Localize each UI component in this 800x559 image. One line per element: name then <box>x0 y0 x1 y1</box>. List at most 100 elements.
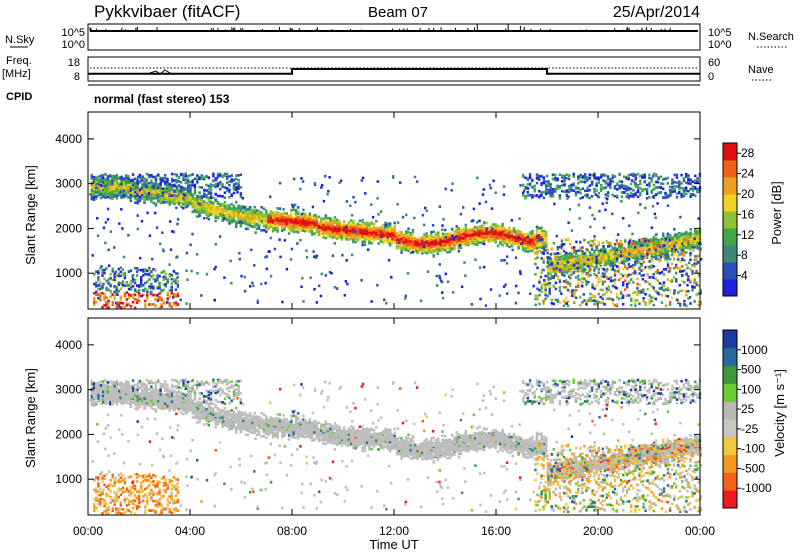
power-cell <box>157 187 159 190</box>
power-cell <box>481 232 483 235</box>
power-cell <box>320 233 322 236</box>
power-cell <box>329 234 331 237</box>
power-cell <box>524 247 526 250</box>
power-cell <box>536 194 538 197</box>
power-cell <box>205 210 207 213</box>
power-cell <box>398 236 400 239</box>
power-cell <box>527 243 529 246</box>
power-cell <box>407 243 409 246</box>
power-cell <box>508 242 510 245</box>
power-cell <box>231 220 233 223</box>
power-cell <box>501 231 503 234</box>
power-cell <box>531 250 533 253</box>
power-cell <box>235 208 237 211</box>
power-cell <box>311 217 313 220</box>
power-cell <box>237 217 239 220</box>
power-cell <box>97 188 99 191</box>
power-cell <box>146 179 148 182</box>
power-cell <box>95 191 97 194</box>
power-cell <box>189 181 191 184</box>
power-cell <box>164 174 166 177</box>
power-cell <box>237 182 239 185</box>
power-cell <box>123 178 125 181</box>
power-cell <box>104 188 106 191</box>
power-cell <box>550 277 552 280</box>
power-cell <box>540 232 542 235</box>
power-cell <box>267 227 269 230</box>
power-cell <box>279 217 281 220</box>
power-cell <box>210 183 212 186</box>
power-cell <box>536 228 538 231</box>
power-cell <box>265 225 267 228</box>
power-cell <box>95 176 97 179</box>
power-cell <box>219 213 221 216</box>
power-cell <box>389 227 391 230</box>
power-cell <box>265 222 267 225</box>
power-cell <box>164 187 166 190</box>
power-cell <box>350 219 352 222</box>
power-cell <box>531 186 533 189</box>
power-cell <box>483 226 485 229</box>
power-cell <box>254 212 256 215</box>
power-cell <box>361 226 363 229</box>
power-cell <box>442 233 444 236</box>
power-cell <box>359 237 361 240</box>
power-cell <box>217 195 219 198</box>
power-cell <box>258 220 260 223</box>
power-cell <box>141 187 143 190</box>
power-cell <box>114 175 116 178</box>
power-cell <box>130 187 132 190</box>
power-cell <box>208 197 210 200</box>
power-cell <box>187 183 189 186</box>
power-cell <box>173 173 175 176</box>
power-cell <box>224 201 226 204</box>
power-cell <box>244 208 246 211</box>
power-cell <box>437 232 439 235</box>
power-cell <box>217 210 219 213</box>
power-cell <box>524 237 526 240</box>
power-cell <box>134 178 136 181</box>
power-cell <box>391 228 393 231</box>
power-cell <box>394 241 396 244</box>
power-cell <box>104 191 106 194</box>
power-cell <box>355 241 357 244</box>
power-cell <box>405 239 407 242</box>
power-cell <box>501 238 503 241</box>
power-cell <box>304 216 306 219</box>
power-cell <box>198 186 200 189</box>
power-cell <box>198 178 200 181</box>
power-cell <box>272 229 274 232</box>
power-cell <box>407 249 409 252</box>
cpid-text: normal (fast stereo) 153 <box>94 92 230 106</box>
power-cell <box>143 199 145 202</box>
power-cell <box>313 217 315 220</box>
power-cell <box>538 175 540 178</box>
power-cell <box>336 235 338 238</box>
power-cell <box>215 199 217 202</box>
power-cell <box>189 203 191 206</box>
power-cell <box>256 228 258 231</box>
power-cell <box>205 184 207 187</box>
power-cell <box>290 209 292 212</box>
power-cell <box>173 190 175 193</box>
power-cell <box>150 187 152 190</box>
power-cell <box>178 193 180 196</box>
power-cell <box>352 235 354 238</box>
power-cell <box>382 230 384 233</box>
power-cell <box>215 208 217 211</box>
power-cell <box>348 225 350 228</box>
power-cell <box>304 213 306 216</box>
power-cell <box>132 182 134 185</box>
power-cell <box>435 236 437 239</box>
power-cell <box>394 222 396 225</box>
power-cell <box>398 247 400 250</box>
power-cell <box>437 234 439 237</box>
power-cell <box>169 183 171 186</box>
power-cell <box>304 226 306 229</box>
power-cell <box>545 190 547 193</box>
power-cell <box>449 235 451 238</box>
power-cell <box>540 243 542 246</box>
power-cell <box>109 188 111 191</box>
nave-tick-top: 60 <box>708 57 720 69</box>
power-cell <box>169 203 171 206</box>
